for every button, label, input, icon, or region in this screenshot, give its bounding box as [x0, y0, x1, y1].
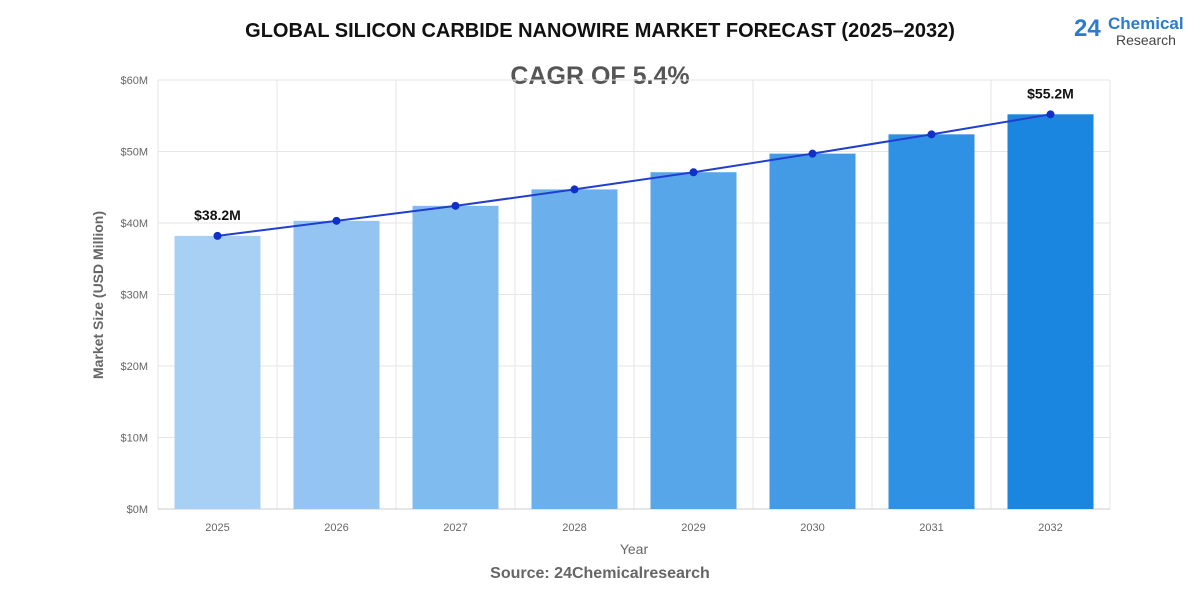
- y-tick-label: $40M: [120, 218, 148, 230]
- bar-2030: [769, 153, 856, 509]
- trend-point-2028: [570, 185, 579, 194]
- bar-2027: [412, 205, 499, 509]
- x-tick-label: 2029: [681, 522, 705, 534]
- bar-2028: [531, 189, 618, 509]
- y-tick-label: $50M: [120, 147, 148, 159]
- y-tick-label: $10M: [120, 433, 148, 445]
- data-label: $38.2M: [194, 207, 241, 223]
- y-axis-title: Market Size (USD Million): [90, 211, 106, 379]
- chart-subtitle: CAGR OF 5.4%: [510, 62, 690, 90]
- trend-point-2026: [332, 216, 341, 225]
- trend-point-2025: [213, 231, 222, 240]
- y-tick-label: $20M: [120, 361, 148, 373]
- bar-2025: [174, 235, 261, 509]
- data-label: $55.2M: [1027, 85, 1074, 101]
- bar-2026: [293, 220, 380, 510]
- trend-line: [217, 113, 1051, 237]
- bar-2032: [1007, 114, 1094, 509]
- trend-point-2032: [1046, 110, 1055, 119]
- y-tick-label: $60M: [120, 75, 148, 87]
- logo-line1: Chemical: [1108, 14, 1184, 33]
- x-tick-label: 2027: [443, 522, 467, 534]
- logo-number: 24: [1074, 15, 1101, 42]
- trend-point-2029: [689, 168, 698, 177]
- bar-2031: [888, 134, 975, 509]
- trend-point-2031: [927, 130, 936, 139]
- bar-2029: [650, 172, 737, 510]
- brand-logo: 24 Chemical Research: [1072, 12, 1200, 48]
- x-tick-label: 2026: [324, 522, 348, 534]
- y-tick-label: $0M: [127, 504, 148, 516]
- y-tick-label: $30M: [120, 290, 148, 302]
- chart-source: Source: 24Chemicalresearch: [490, 565, 710, 582]
- trend-point-2027: [451, 201, 460, 210]
- logo-line2: Research: [1116, 32, 1176, 48]
- x-axis-title: Year: [620, 541, 649, 557]
- chart-title: GLOBAL SILICON CARBIDE NANOWIRE MARKET F…: [245, 20, 955, 42]
- x-tick-label: 2031: [919, 522, 943, 534]
- x-tick-label: 2028: [562, 522, 586, 534]
- trend-point-2030: [808, 149, 817, 158]
- x-tick-label: 2032: [1038, 522, 1062, 534]
- x-tick-label: 2030: [800, 522, 824, 534]
- x-tick-label: 2025: [205, 522, 229, 534]
